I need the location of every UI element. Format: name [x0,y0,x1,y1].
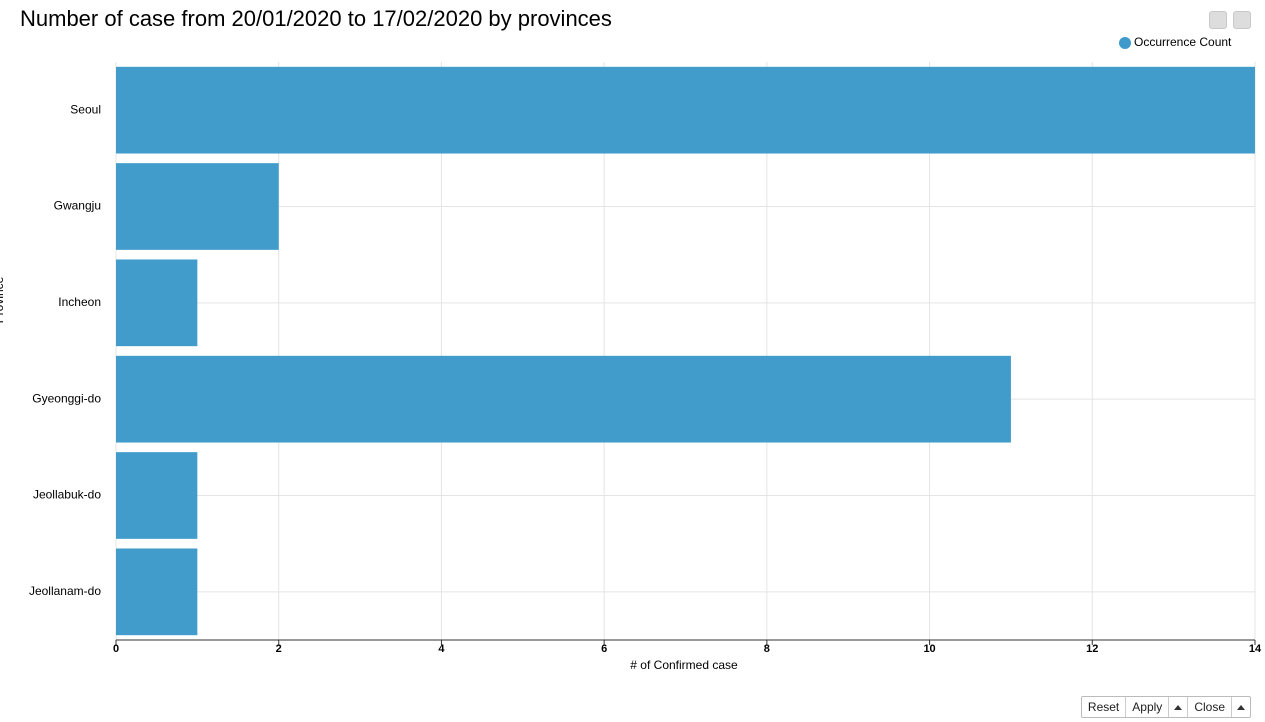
arrow-icon [1174,705,1183,710]
bar [116,452,198,539]
bar [116,355,1011,443]
bar [116,548,198,636]
legend-marker [1119,37,1131,49]
x-tick-label: 0 [113,643,119,655]
legend-label: Occurrence Count [1134,35,1232,49]
x-tick-label: 12 [1086,643,1098,655]
bar [116,66,1255,154]
y-tick-label: Seoul [70,102,101,116]
x-tick-label: 4 [438,643,445,655]
arrow-icon [1237,705,1245,710]
reset-button[interactable]: Reset [1082,697,1127,717]
bar [116,259,198,347]
toolbar-button[interactable] [1209,11,1227,29]
chart-title: Number of case from 20/01/2020 to 17/02/… [20,6,612,31]
toolbar-button[interactable] [1233,11,1251,29]
button-group: Reset Apply Close [1080,696,1251,718]
dropdown-arrow[interactable] [1169,697,1189,717]
bar [116,163,279,250]
y-tick-label: Jeollabuk-do [33,488,101,502]
y-tick-label: Gwangju [54,199,101,213]
x-tick-label: 6 [601,643,607,655]
close-button[interactable]: Close [1188,697,1232,717]
x-tick-label: 10 [923,643,935,655]
apply-button[interactable]: Apply [1126,697,1170,717]
x-tick-label: 2 [276,643,282,655]
y-axis-label: Province [0,276,6,323]
y-tick-label: Gyeonggi-do [32,391,101,405]
x-tick-label: 8 [764,643,770,655]
y-tick-label: Incheon [58,295,101,309]
y-tick-label: Jeollanam-do [29,584,101,598]
dropdown-arrow[interactable] [1232,697,1250,717]
x-tick-label: 14 [1249,643,1262,655]
x-axis-label: # of Confirmed case [630,658,738,672]
